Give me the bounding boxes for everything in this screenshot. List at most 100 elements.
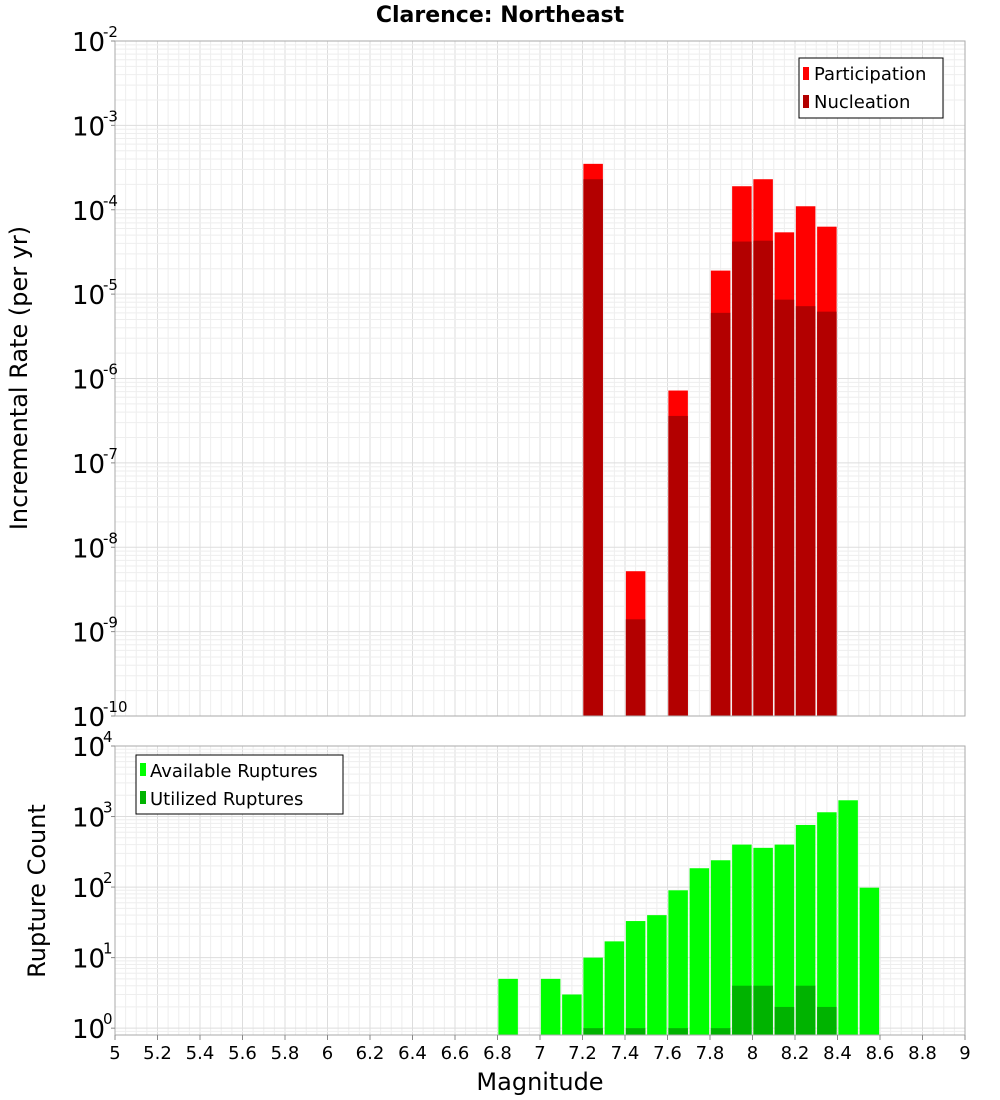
top-y-tick-exponent: -8 — [103, 529, 118, 547]
top-y-tick-exponent: -5 — [103, 276, 118, 294]
bottom-y-axis-label: Rupture Count — [23, 804, 51, 978]
bar-available-ruptures — [625, 921, 646, 1035]
bar-utilized-ruptures — [583, 1028, 603, 1035]
bar-utilized-ruptures — [710, 1028, 731, 1035]
bar-utilized-ruptures — [668, 1028, 688, 1035]
bar-nucleation — [732, 241, 752, 717]
bar-nucleation — [774, 299, 795, 716]
bottom-y-tick-exponent: 1 — [103, 940, 113, 958]
top-y-tick-exponent: -4 — [103, 192, 118, 210]
legend-swatch-available — [140, 763, 146, 776]
top-y-tick-exponent: -6 — [103, 361, 118, 379]
bottom-legend-box — [135, 754, 344, 815]
bar-utilized-ruptures — [625, 1028, 646, 1035]
x-tick-label: 8 — [747, 1043, 758, 1064]
bar-available-ruptures — [668, 890, 688, 1035]
x-tick-label: 7.4 — [611, 1043, 640, 1064]
bottom-y-tick-exponent: 2 — [103, 869, 113, 887]
top-y-tick-label: 10 — [72, 703, 105, 733]
legend-label-available: Available Ruptures — [150, 761, 318, 782]
bar-available-ruptures — [583, 957, 603, 1035]
x-tick-label: 7.2 — [568, 1043, 597, 1064]
bar-nucleation — [795, 306, 816, 716]
top-y-tick-label: 10 — [72, 28, 105, 58]
bar-nucleation — [668, 415, 688, 716]
bottom-y-tick-label: 10 — [72, 945, 105, 975]
bar-available-ruptures — [604, 941, 625, 1035]
top-y-tick-exponent: -10 — [103, 698, 128, 716]
x-tick-label: 6.6 — [441, 1043, 470, 1064]
legend-swatch-participation — [803, 67, 809, 80]
chart-title: Clarence: Northeast — [376, 3, 625, 28]
bar-available-ruptures — [817, 812, 837, 1035]
legend-swatch-utilized — [140, 791, 146, 804]
x-tick-label: 5 — [109, 1043, 120, 1064]
bar-utilized-ruptures — [732, 985, 752, 1035]
bottom-y-tick-exponent: 3 — [103, 799, 113, 817]
bar-available-ruptures — [647, 915, 667, 1035]
top-y-tick-exponent: -2 — [103, 23, 118, 41]
bar-available-ruptures — [859, 887, 880, 1035]
top-y-tick-label: 10 — [72, 281, 105, 311]
legend-label-nucleation: Nucleation — [814, 92, 910, 113]
bottom-y-tick-exponent: 0 — [103, 1010, 113, 1028]
top-y-tick-label: 10 — [72, 619, 105, 649]
x-tick-label: 8.2 — [781, 1043, 810, 1064]
top-y-tick-label: 10 — [72, 197, 105, 227]
x-tick-label: 7 — [534, 1043, 545, 1064]
x-axis-ticks: 5 5.2 5.4 5.6 5.8 6 6.2 6.4 6.6 6.8 7 7.2 7.4 7.6 7.8 8… — [109, 1035, 971, 1064]
bar-nucleation — [753, 240, 773, 717]
top-legend: Participation Nucleation — [798, 57, 944, 119]
bottom-y-tick-label: 10 — [72, 874, 105, 904]
bottom-bars — [498, 800, 880, 1035]
x-axis-label: Magnitude — [476, 1068, 603, 1096]
bar-available-ruptures — [795, 824, 816, 1035]
bottom-y-tick-label: 10 — [72, 1015, 105, 1045]
bar-available-ruptures — [689, 868, 710, 1035]
bottom-legend: Available Ruptures Utilized Ruptures — [135, 754, 344, 815]
bar-available-ruptures — [498, 978, 518, 1035]
bar-utilized-ruptures — [795, 985, 816, 1035]
bar-nucleation — [583, 179, 603, 716]
x-tick-label: 7.6 — [653, 1043, 682, 1064]
bar-utilized-ruptures — [774, 1006, 795, 1035]
x-tick-label: 5.8 — [271, 1043, 300, 1064]
x-tick-label: 6.8 — [483, 1043, 512, 1064]
legend-label-utilized: Utilized Ruptures — [150, 789, 303, 810]
x-tick-label: 5.4 — [186, 1043, 215, 1064]
x-tick-label: 8.4 — [823, 1043, 852, 1064]
bar-nucleation — [710, 312, 731, 716]
bar-available-ruptures — [540, 978, 561, 1035]
bar-nucleation — [625, 619, 646, 716]
x-tick-label: 9 — [959, 1043, 970, 1064]
bar-available-ruptures — [562, 994, 582, 1035]
x-tick-label: 5.2 — [143, 1043, 172, 1064]
bar-utilized-ruptures — [817, 1006, 837, 1035]
bar-available-ruptures — [774, 844, 795, 1035]
legend-swatch-nucleation — [803, 95, 809, 108]
x-tick-label: 8.8 — [908, 1043, 937, 1064]
x-tick-label: 6.2 — [356, 1043, 385, 1064]
top-y-tick-label: 10 — [72, 450, 105, 480]
top-y-tick-exponent: -7 — [103, 445, 118, 463]
top-y-axis-label: Incremental Rate (per yr) — [5, 226, 33, 530]
top-legend-box — [798, 57, 944, 119]
top-y-tick-label: 10 — [72, 366, 105, 396]
bottom-y-tick-exponent: 4 — [103, 728, 113, 746]
bar-available-ruptures — [710, 860, 731, 1035]
top-y-tick-label: 10 — [72, 534, 105, 564]
legend-label-participation: Participation — [814, 64, 926, 85]
top-bars — [583, 163, 837, 717]
top-y-tick-exponent: -9 — [103, 614, 118, 632]
bar-nucleation — [817, 311, 837, 716]
x-tick-label: 7.8 — [696, 1043, 725, 1064]
x-tick-label: 5.6 — [228, 1043, 257, 1064]
bar-available-ruptures — [838, 800, 858, 1035]
x-tick-label: 6 — [322, 1043, 333, 1064]
top-grid — [114, 40, 966, 717]
x-tick-label: 8.6 — [866, 1043, 895, 1064]
